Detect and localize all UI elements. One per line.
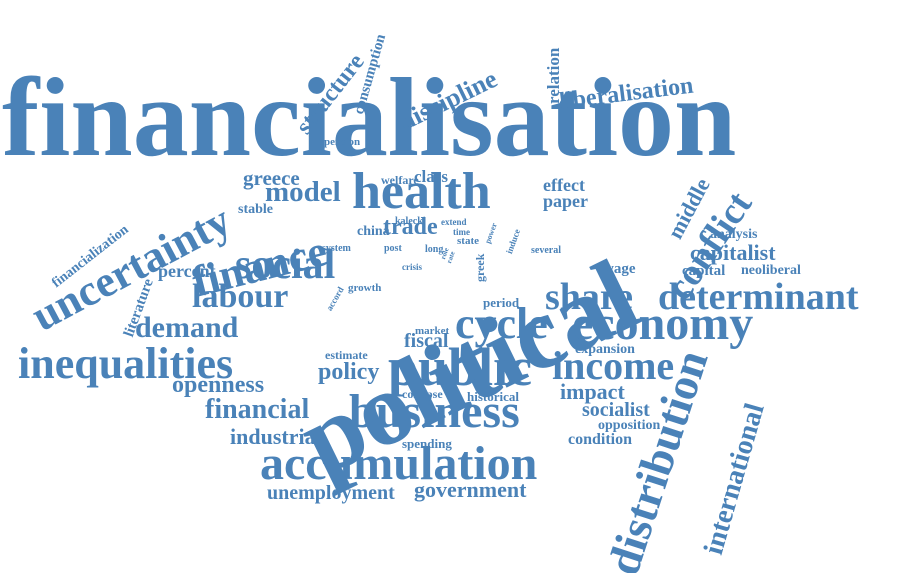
word-period: period — [483, 295, 520, 310]
word-state: state — [457, 235, 479, 247]
word-socialist: socialist — [582, 399, 650, 421]
word-long: long — [425, 244, 444, 255]
word-accumulation: accumulation — [260, 437, 538, 490]
word-inequalities: inequalities — [18, 339, 234, 388]
word-public: public — [388, 337, 533, 397]
word-stable: stable — [238, 202, 273, 217]
word-paper: paper — [543, 191, 588, 211]
word-several: several — [531, 245, 561, 256]
word-growth: growth — [348, 282, 382, 294]
word-time: time — [453, 227, 470, 237]
word-trade: trade — [383, 214, 438, 240]
word-health: health — [352, 163, 491, 220]
word-post: post — [384, 243, 402, 254]
word-historical: historical — [467, 389, 519, 404]
word-effect: effect — [543, 175, 585, 195]
word-opposition: opposition — [598, 418, 661, 433]
word-market: market — [415, 325, 450, 337]
word-crisis: crisis — [402, 262, 422, 272]
word-class: class — [414, 167, 448, 186]
word-financialisation: financialisation — [2, 56, 737, 180]
word-government: government — [414, 477, 527, 502]
word-economy: economy — [572, 297, 754, 350]
word-greece: greece — [243, 166, 300, 190]
word-fiscal: fiscal — [404, 330, 449, 352]
word-system: system — [322, 243, 351, 254]
word-welfare: welfare — [381, 173, 419, 187]
word-neoliberal: neoliberal — [741, 263, 801, 278]
word-share: share — [545, 276, 633, 318]
word-impact: impact — [560, 379, 625, 404]
word-industrial: industrial — [230, 424, 322, 449]
word-capital: capital — [682, 263, 726, 279]
word-income: income — [552, 343, 675, 388]
word-international: international — [698, 399, 771, 558]
word-induce: induce — [504, 227, 523, 256]
word-expansion: expansion — [575, 342, 635, 357]
word-cycle: cycle — [455, 299, 548, 348]
word-model: model — [265, 176, 341, 208]
word-collapse: collapse — [402, 387, 443, 401]
word-openness: openness — [172, 372, 265, 398]
word-extend: extend — [441, 217, 467, 227]
word-spending: spending — [402, 436, 452, 451]
word-social: social — [235, 242, 336, 288]
word-labour: labour — [192, 278, 289, 315]
word-unemployment: unemployment — [267, 482, 395, 504]
word-analysis: analysis — [710, 227, 758, 242]
word-wage: wage — [603, 261, 636, 277]
word-percent: percent — [158, 261, 216, 281]
word-power: power — [483, 221, 499, 245]
word-rate: rate — [445, 250, 457, 265]
word-china: china — [357, 224, 390, 239]
word-condition: condition — [568, 431, 633, 448]
word-accord: accord — [324, 284, 346, 313]
word-pension: pension — [324, 136, 361, 148]
word-demand: demand — [135, 311, 239, 344]
word-policy: policy — [318, 359, 380, 385]
word-business: business — [349, 385, 520, 438]
word-financial: financial — [205, 394, 310, 425]
word-kalecki: kalecki — [395, 216, 426, 227]
word-determinant: determinant — [658, 276, 859, 318]
word-greek: greek — [473, 253, 487, 282]
word-capitalist: capitalist — [690, 240, 776, 265]
word-estimate: estimate — [325, 348, 368, 362]
